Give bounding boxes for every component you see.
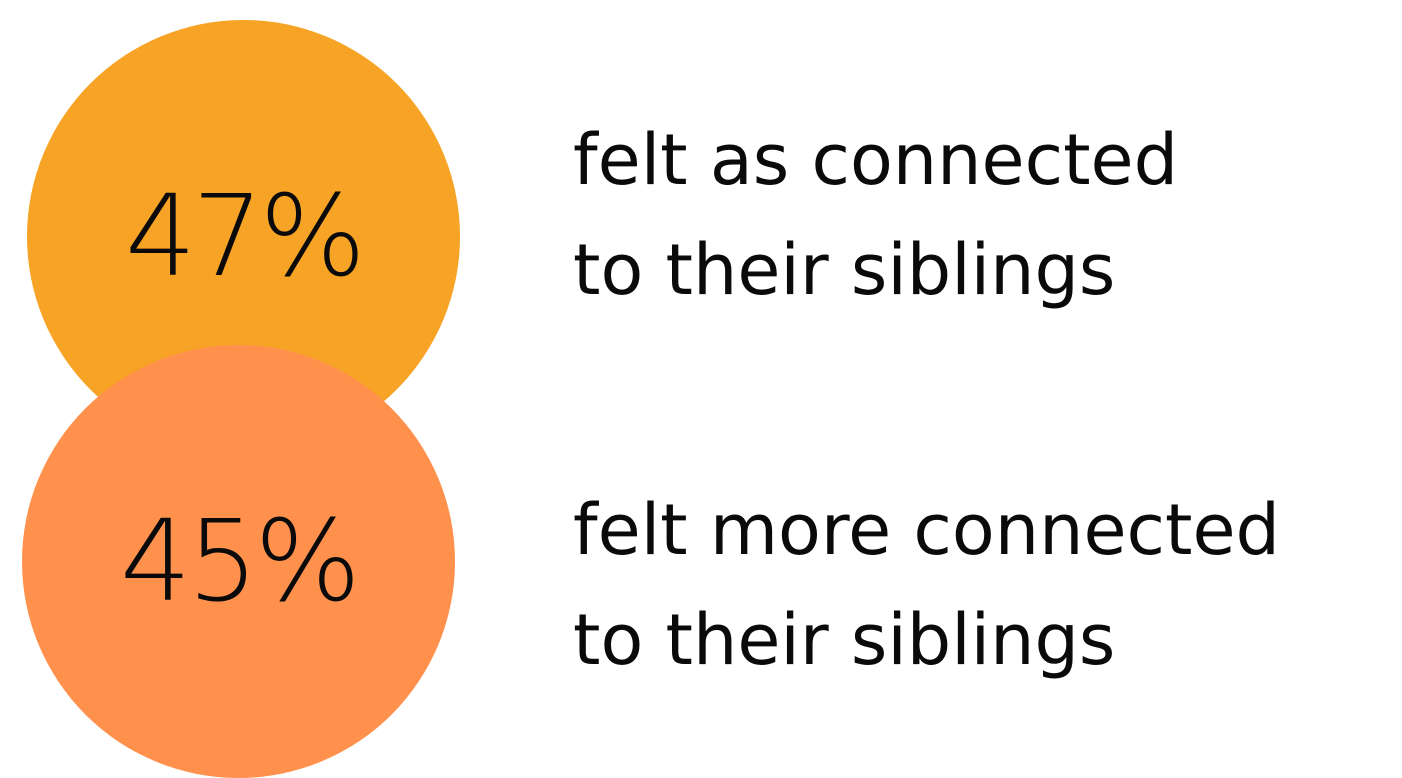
caption-line: felt more connected (573, 489, 1280, 571)
stat-circle-45: 45% (22, 345, 455, 778)
stat-caption-47: felt as connected to their siblings (573, 105, 1178, 325)
caption-line: to their siblings (573, 229, 1116, 311)
caption-line: felt as connected (573, 119, 1179, 201)
caption-line: to their siblings (573, 599, 1116, 681)
stat-value-45: 45% (120, 496, 361, 627)
stat-caption-45: felt more connected to their siblings (573, 475, 1280, 695)
stat-value-47: 47% (125, 171, 366, 302)
